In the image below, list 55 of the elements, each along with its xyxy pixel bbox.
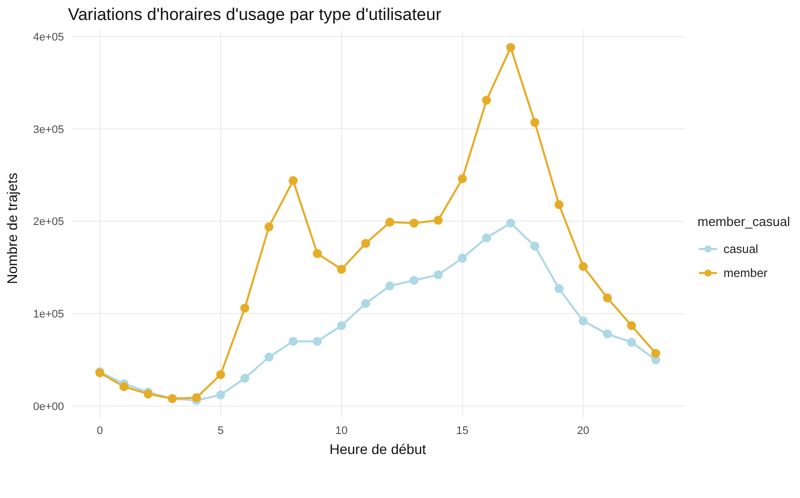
point xyxy=(264,352,274,362)
y-tick-label: 3e+05 xyxy=(33,124,64,136)
point xyxy=(216,390,226,400)
point xyxy=(119,382,128,392)
point xyxy=(530,242,540,251)
legend-label: casual xyxy=(722,240,760,258)
legend-title: member_casual xyxy=(698,214,790,228)
chart-title: Variations d'horaires d'usage par type d'utilisateur xyxy=(68,5,442,25)
legend-label: member xyxy=(722,264,769,282)
point xyxy=(361,298,370,308)
y-tick-label: 4e+05 xyxy=(33,31,64,44)
point xyxy=(554,284,564,294)
point xyxy=(627,321,636,330)
point xyxy=(336,264,346,274)
point xyxy=(627,338,636,347)
point xyxy=(602,329,612,338)
point xyxy=(361,238,370,248)
point xyxy=(240,304,250,313)
x-tick-label: 5 xyxy=(218,424,224,437)
point xyxy=(410,218,419,228)
point xyxy=(434,216,443,225)
point xyxy=(482,96,492,105)
point xyxy=(578,316,588,326)
y-tick-label: 0e+00 xyxy=(33,400,64,413)
point xyxy=(240,374,250,383)
point xyxy=(458,254,467,263)
y-axis-title: Nombre de trajets xyxy=(4,172,20,284)
point xyxy=(506,218,516,228)
x-axis-title: Heure de début xyxy=(329,441,426,457)
point xyxy=(651,348,660,358)
point xyxy=(434,270,443,280)
point xyxy=(288,336,298,346)
point xyxy=(216,370,226,380)
x-tick-label: 0 xyxy=(96,424,103,437)
point xyxy=(192,393,201,402)
y-tick-label: 2e+05 xyxy=(33,216,64,228)
point xyxy=(554,200,564,210)
x-tick-label: 10 xyxy=(335,424,348,437)
x-tick-label: 15 xyxy=(456,424,468,437)
x-tick-label: 20 xyxy=(577,424,590,437)
point xyxy=(410,276,419,285)
point xyxy=(385,218,394,227)
point xyxy=(506,43,516,52)
point xyxy=(458,174,467,184)
point xyxy=(530,118,540,127)
point xyxy=(602,293,612,302)
point xyxy=(312,249,322,258)
point xyxy=(578,262,588,271)
y-tick-label: 1e+05 xyxy=(33,308,64,321)
point xyxy=(385,281,394,290)
point xyxy=(264,222,274,232)
point xyxy=(482,233,492,242)
point xyxy=(312,336,322,346)
point xyxy=(288,176,298,186)
point xyxy=(336,321,346,330)
